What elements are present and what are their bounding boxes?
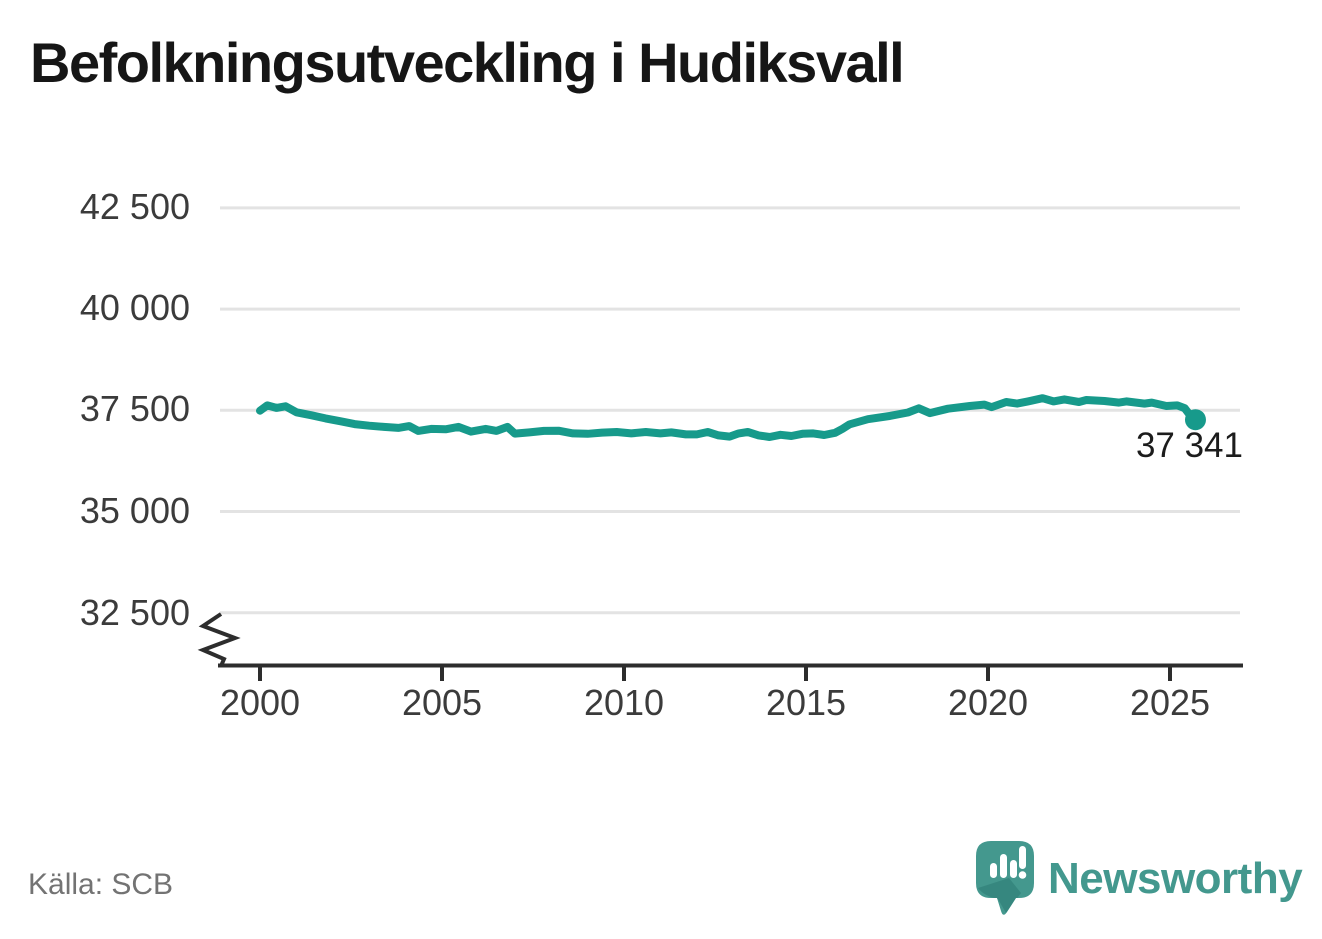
y-axis-tick-label: 37 500 (79, 388, 190, 430)
x-axis-tick-label: 2025 (1129, 682, 1211, 723)
y-axis-tick-label: 40 000 (79, 287, 190, 329)
logo-bubble-shadow (978, 878, 1021, 913)
logo-bar-1 (990, 863, 997, 878)
logo-exclamation-dot (1018, 871, 1027, 879)
population-line-series (256, 394, 1200, 441)
x-axis-tick-label: 2020 (947, 682, 1029, 723)
x-axis-tick-label: 2010 (583, 682, 665, 723)
y-axis-tick-label: 32 500 (79, 592, 190, 634)
logo-bar-3 (1010, 860, 1017, 878)
logo-bar-2 (1000, 854, 1007, 878)
series-end-value-label: 37 341 (1135, 426, 1243, 465)
x-axis-tick-label: 2005 (401, 682, 483, 723)
x-axis-tick-label: 2000 (219, 682, 301, 723)
newsworthy-logo-icon (976, 841, 1034, 915)
y-axis-tick-label: 42 500 (79, 186, 190, 228)
logo-exclamation-bar (1019, 846, 1026, 869)
newsworthy-logo-text: Newsworthy (1048, 854, 1303, 903)
y-axis-break-icon (197, 612, 241, 667)
chart-title: Befolkningsutveckling i Hudiksvall (30, 31, 905, 94)
source-caption: Källa: SCB (28, 868, 174, 901)
series-end-dot (1184, 409, 1206, 431)
x-axis-tick-label: 2015 (765, 682, 847, 723)
y-axis-tick-label: 35 000 (79, 490, 190, 532)
newsworthy-logo: Newsworthy (976, 841, 1306, 923)
